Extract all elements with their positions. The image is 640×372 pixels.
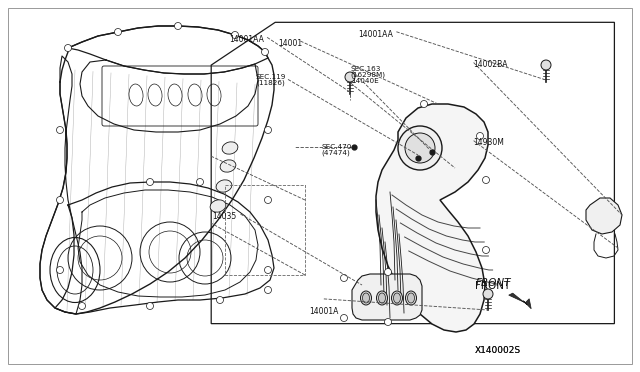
Circle shape — [483, 176, 490, 183]
Text: (47474): (47474) — [321, 150, 350, 156]
Ellipse shape — [216, 180, 232, 192]
Ellipse shape — [360, 291, 371, 305]
Circle shape — [79, 302, 86, 310]
Ellipse shape — [222, 142, 238, 154]
Polygon shape — [352, 274, 422, 320]
Circle shape — [264, 126, 271, 134]
Text: FRONT: FRONT — [476, 278, 511, 288]
Text: X140002S: X140002S — [475, 346, 521, 355]
Circle shape — [264, 286, 271, 294]
Text: 14001AA: 14001AA — [358, 30, 393, 39]
Ellipse shape — [376, 291, 387, 305]
Circle shape — [262, 48, 269, 55]
Text: 14002BA: 14002BA — [474, 60, 508, 68]
Circle shape — [483, 289, 493, 299]
Ellipse shape — [362, 293, 369, 303]
Ellipse shape — [392, 291, 403, 305]
Circle shape — [420, 100, 428, 108]
Circle shape — [345, 72, 355, 82]
Circle shape — [232, 32, 239, 38]
Text: 14001: 14001 — [278, 39, 303, 48]
Ellipse shape — [406, 291, 417, 305]
Text: 14040E: 14040E — [351, 78, 378, 84]
Circle shape — [147, 302, 154, 310]
Text: SEC.470: SEC.470 — [321, 144, 351, 150]
Text: 14930M: 14930M — [474, 138, 504, 147]
Circle shape — [541, 60, 551, 70]
Circle shape — [196, 179, 204, 186]
Bar — [225, 185, 305, 275]
Text: 14001AA: 14001AA — [229, 35, 264, 44]
Ellipse shape — [408, 293, 415, 303]
Circle shape — [56, 266, 63, 273]
Circle shape — [340, 275, 348, 282]
Ellipse shape — [210, 200, 226, 212]
Ellipse shape — [378, 293, 385, 303]
Text: SEC.163: SEC.163 — [351, 66, 381, 72]
Text: (11826): (11826) — [256, 80, 285, 86]
Circle shape — [56, 196, 63, 203]
Ellipse shape — [394, 293, 401, 303]
Circle shape — [115, 29, 122, 35]
Circle shape — [147, 179, 154, 186]
Text: SEC.119: SEC.119 — [256, 74, 286, 80]
Circle shape — [65, 45, 72, 51]
Circle shape — [398, 126, 442, 170]
Ellipse shape — [220, 160, 236, 172]
Text: 14035: 14035 — [212, 212, 237, 221]
Polygon shape — [509, 293, 531, 309]
Circle shape — [216, 296, 223, 304]
Circle shape — [56, 126, 63, 134]
Polygon shape — [376, 104, 488, 332]
Circle shape — [405, 133, 435, 163]
Text: X140002S: X140002S — [475, 346, 521, 355]
Circle shape — [340, 314, 348, 321]
Text: FRONT: FRONT — [475, 281, 510, 291]
Circle shape — [175, 22, 182, 29]
Circle shape — [483, 247, 490, 253]
Circle shape — [264, 266, 271, 273]
Text: (16298M): (16298M) — [351, 72, 386, 78]
Polygon shape — [586, 198, 622, 234]
Circle shape — [477, 132, 483, 140]
Circle shape — [385, 269, 392, 276]
Text: 14001A: 14001A — [309, 307, 339, 316]
Circle shape — [385, 318, 392, 326]
Circle shape — [264, 196, 271, 203]
